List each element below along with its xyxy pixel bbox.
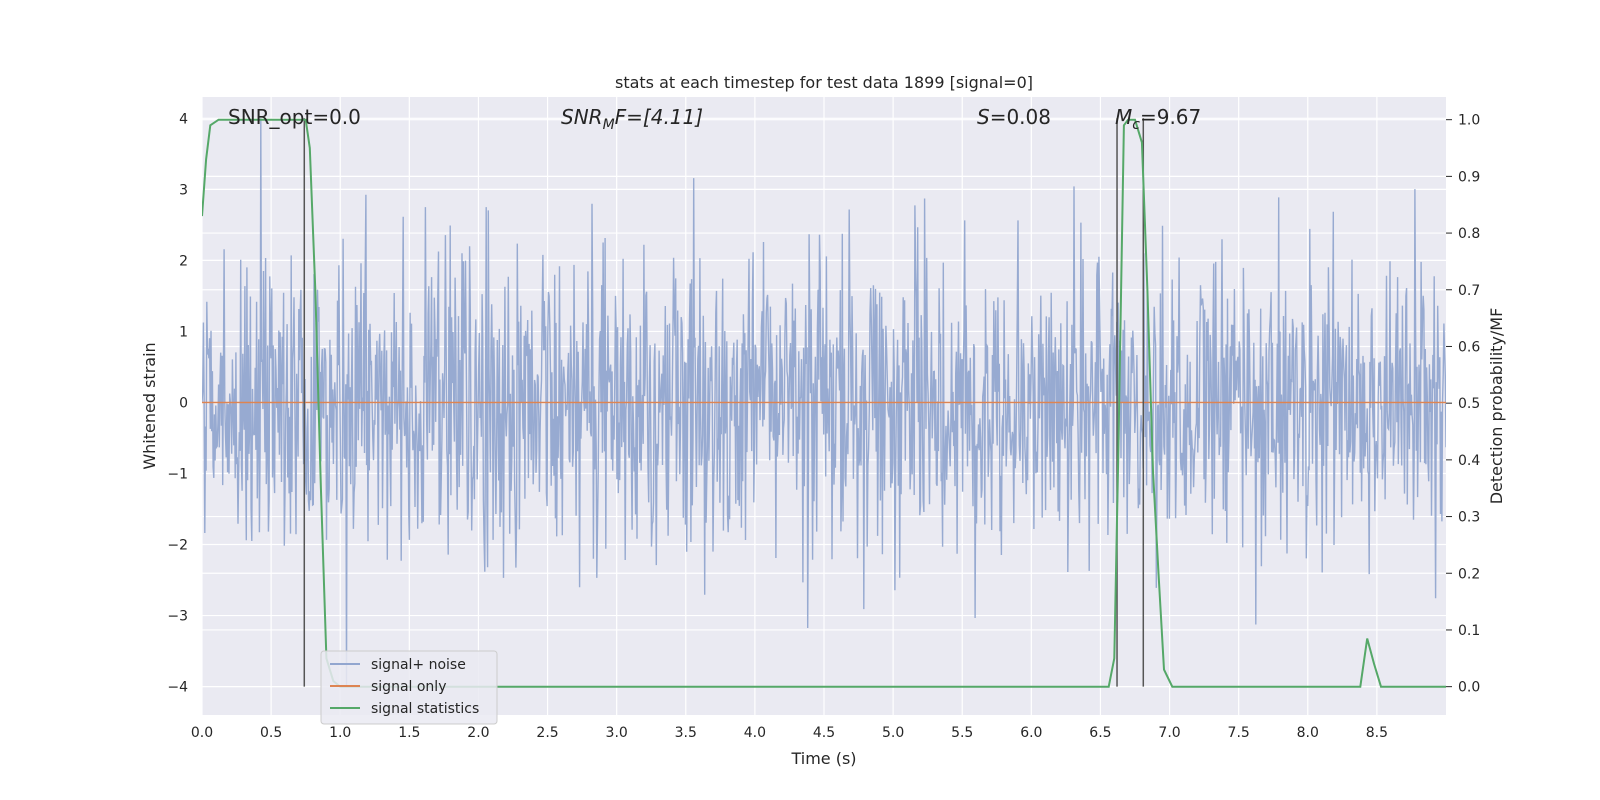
mc-sub: c: [1132, 117, 1140, 133]
x-tick-label: 7.5: [1228, 725, 1250, 741]
y-right-axis-label: Detection probability/MF: [1487, 308, 1506, 505]
x-tick-label: 2.0: [467, 725, 489, 741]
y-right-tick-label: 0.7: [1458, 283, 1480, 299]
x-tick-label: 3.5: [675, 725, 697, 741]
x-tick-label: 0.0: [191, 725, 213, 741]
legend: signal+ noise signal only signal statist…: [320, 650, 498, 725]
x-tick-label: 0.5: [260, 725, 282, 741]
annotation-snr-opt: SNR_opt=0.0: [228, 105, 361, 129]
annotation-snr-mf: SNRMF=[4.11]: [561, 105, 703, 133]
x-tick-label: 1.0: [329, 725, 351, 741]
x-tick-label: 4.5: [813, 725, 835, 741]
annotation-mc: Mc=9.67: [1115, 105, 1201, 133]
y-left-tick-label: −1: [167, 466, 188, 482]
annotation-s: S=0.08: [977, 105, 1051, 129]
y-left-axis-ticks: 4 3 2 1 0 −1 −2 −3 −4: [167, 111, 188, 695]
y-right-axis-ticks: 1.0 0.9 0.8 0.7 0.6 0.5 0.4 0.3 0.2 0.1 0.0: [1446, 113, 1480, 696]
snr-mf-rest: F=[4.11]: [615, 105, 703, 129]
x-tick-label: 2.5: [536, 725, 558, 741]
x-tick-label: 6.0: [1020, 725, 1042, 741]
y-right-tick-label: 0.5: [1458, 396, 1480, 412]
y-left-tick-label: −2: [167, 538, 188, 554]
y-right-tick-label: 0.0: [1458, 680, 1480, 696]
x-tick-label: 4.0: [744, 725, 766, 741]
x-axis-label: Time (s): [790, 749, 856, 768]
signal-statistics-series: [202, 118, 1446, 688]
s-rest: =0.08: [990, 105, 1051, 129]
y-right-tick-label: 0.2: [1458, 566, 1480, 582]
snr-mf-sub: M: [603, 117, 615, 133]
y-right-tick-label: 0.9: [1458, 169, 1480, 185]
snr-mf-main: SNR: [561, 105, 603, 129]
y-left-tick-label: 3: [179, 182, 188, 198]
signal-noise-line: [202, 118, 1446, 687]
x-tick-label: 5.0: [882, 725, 904, 741]
chart-title: stats at each timestep for test data 189…: [615, 73, 1033, 92]
legend-label-signal-only: signal only: [371, 679, 446, 695]
plot-area: [202, 118, 1446, 688]
y-right-tick-label: 0.8: [1458, 226, 1480, 242]
mc-rest: =9.67: [1140, 105, 1201, 129]
y-left-tick-label: 2: [179, 253, 188, 269]
vertical-markers: [303, 118, 1145, 687]
legend-label-signal-statistics: signal statistics: [371, 701, 479, 717]
x-tick-label: 8.0: [1297, 725, 1319, 741]
s-italic: S: [977, 105, 990, 129]
legend-box: [320, 650, 498, 725]
y-right-tick-label: 0.3: [1458, 510, 1480, 526]
y-right-tick-label: 0.4: [1458, 453, 1480, 469]
x-tick-label: 1.5: [398, 725, 420, 741]
signal-statistics-line: [202, 118, 1446, 688]
x-tick-label: 8.5: [1366, 725, 1388, 741]
y-right-tick-label: 0.6: [1458, 339, 1480, 355]
y-left-tick-label: 0: [179, 395, 188, 411]
x-tick-label: 5.5: [951, 725, 973, 741]
y-left-axis-label: Whitened strain: [140, 342, 159, 469]
x-tick-label: 7.0: [1158, 725, 1180, 741]
y-left-tick-label: −4: [167, 680, 188, 696]
mc-italic: M: [1115, 105, 1132, 129]
y-left-tick-label: −3: [167, 609, 188, 625]
x-tick-label: 3.0: [606, 725, 628, 741]
x-tick-label: 6.5: [1089, 725, 1111, 741]
y-right-tick-label: 1.0: [1458, 113, 1480, 129]
signal-noise-series: [202, 118, 1446, 687]
y-left-tick-label: 1: [179, 324, 188, 340]
y-left-tick-label: 4: [179, 111, 188, 127]
legend-label-signal-noise: signal+ noise: [371, 657, 466, 673]
x-axis-ticks: 0.0 0.5 1.0 1.5 2.0 2.5 3.0 3.5 4.0 4.5 5.0 5.5 6.0 6…: [191, 725, 1388, 741]
y-right-tick-label: 0.1: [1458, 623, 1480, 639]
